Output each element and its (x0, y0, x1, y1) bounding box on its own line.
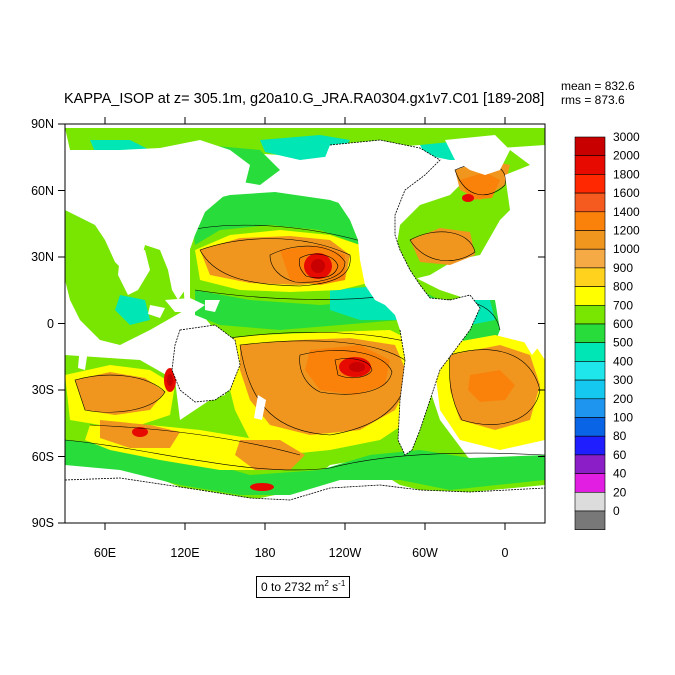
colorbar-label: 20 (613, 485, 627, 499)
figure-title: KAPPA_ISOP at z= 305.1m, g20a10.G_JRA.RA… (64, 91, 544, 107)
ocean-field (65, 124, 545, 523)
land-americas (320, 140, 480, 455)
colorbar: 3000200018001600140012001000900800700600… (574, 130, 640, 531)
lat-label-90s: 90S (32, 516, 54, 530)
colorbar-box (574, 304, 606, 325)
colorbar-box (574, 417, 606, 437)
lat-ticks (58, 123, 545, 524)
colorbar-label: 0 (613, 504, 620, 518)
colorbar-box (574, 323, 606, 344)
colorbar-label: 300 (613, 373, 633, 387)
lat-label-30n: 30N (31, 250, 54, 264)
land-masses (65, 124, 545, 523)
ocean-dark-red (167, 259, 365, 386)
colorbar-label: 1600 (613, 186, 640, 200)
colorbar-label: 1000 (613, 242, 640, 256)
colorbar-box (574, 398, 606, 418)
colorbar-box (574, 230, 606, 250)
land-australia (172, 325, 240, 402)
colorbar-label: 1400 (613, 205, 640, 219)
colorbar-box (574, 211, 606, 231)
colorbar-box (574, 361, 606, 381)
colorbar-box (574, 454, 606, 474)
colorbar-label: 1800 (613, 167, 640, 181)
lat-label-90n: 90N (31, 117, 54, 131)
coastlines (65, 139, 545, 501)
lon-labels: 60E 120E 180 120W 60W 0 (94, 546, 509, 560)
colorbar-label: 40 (613, 467, 627, 481)
colorbar-label: 500 (613, 336, 633, 350)
colorbar-box (574, 248, 606, 269)
colorbar-label: 2000 (613, 149, 640, 163)
colorbar-label: 1200 (613, 224, 640, 238)
colorbar-label: 400 (613, 354, 633, 368)
colorbar-box (574, 267, 606, 287)
lat-label-60n: 60N (31, 184, 54, 198)
lon-label-180: 180 (255, 546, 276, 560)
colorbar-box (574, 379, 606, 400)
colorbar-box (574, 491, 606, 512)
colorbar-box (574, 473, 606, 493)
colorbar-box (574, 174, 606, 194)
range-label-sup1: 2 (324, 579, 329, 588)
lat-label-60s: 60S (32, 450, 54, 464)
land-asia (65, 140, 250, 300)
colorbar-box (574, 510, 606, 531)
colorbar-box (574, 136, 606, 157)
colorbar-label: 3000 (613, 130, 640, 144)
colorbar-label: 200 (613, 392, 633, 406)
rms-label: rms = 873.6 (561, 93, 625, 107)
colorbar-box (574, 192, 606, 213)
range-label-text: 0 to 2732 m (261, 580, 325, 594)
colorbar-label: 900 (613, 261, 633, 275)
colorbar-label: 800 (613, 280, 633, 294)
land-africa (495, 240, 545, 355)
land-greenland (445, 135, 510, 175)
mean-label: mean = 832.6 (561, 79, 635, 93)
colorbar-label: 100 (613, 411, 633, 425)
colorbar-label: 80 (613, 429, 627, 443)
colorbar-label: 600 (613, 317, 633, 331)
colorbar-box (574, 286, 606, 306)
lon-label-0: 0 (502, 546, 509, 560)
range-label-mid: s (328, 580, 339, 594)
colorbar-box (574, 435, 606, 456)
lon-label-120w: 120W (329, 546, 362, 560)
lon-label-120e: 120E (170, 546, 199, 560)
range-label-sup2: -1 (338, 579, 346, 588)
lat-label-eq: 0 (47, 317, 54, 331)
colorbar-label: 60 (613, 448, 627, 462)
colorbar-label: 700 (613, 298, 633, 312)
lon-label-60w: 60W (412, 546, 438, 560)
lon-ticks (104, 117, 506, 530)
land-india (118, 250, 150, 295)
lat-label-30s: 30S (32, 383, 54, 397)
lat-labels: 90N 60N 30N 0 30S 60S 90S (31, 117, 54, 530)
lon-label-60e: 60E (94, 546, 116, 560)
colorbar-box (574, 342, 606, 362)
colorbar-box (574, 155, 606, 175)
range-label: 0 to 2732 m2 s-1 (256, 576, 351, 598)
land-antarctica (65, 478, 545, 523)
